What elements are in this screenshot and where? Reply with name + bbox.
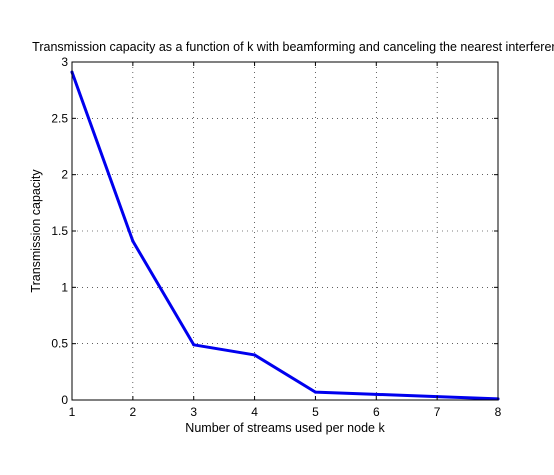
y-tick-label: 0.5 <box>51 337 68 351</box>
x-axis-label: Number of streams used per node k <box>185 421 385 435</box>
plot-area <box>72 62 498 400</box>
data-point <box>253 353 257 357</box>
grid <box>72 62 498 400</box>
y-axis-ticks: 0 0.5 1 1.5 2 2.5 3 <box>51 55 498 407</box>
x-axis-ticks: 1 2 3 4 5 6 7 8 <box>69 62 502 419</box>
x-tick-label: 6 <box>373 405 380 419</box>
y-tick-label: 3 <box>61 55 68 69</box>
x-tick-label: 5 <box>312 405 319 419</box>
y-tick-label: 1 <box>61 280 68 294</box>
y-axis-label: Transmission capacity <box>29 169 43 293</box>
data-point <box>313 390 317 394</box>
x-tick-label: 3 <box>190 405 197 419</box>
x-tick-label: 4 <box>251 405 258 419</box>
y-tick-label: 2 <box>61 168 68 182</box>
series-line <box>70 70 500 401</box>
y-tick-label: 2.5 <box>51 111 68 125</box>
y-tick-label: 1.5 <box>51 224 68 238</box>
data-point <box>131 239 135 243</box>
x-tick-label: 7 <box>434 405 441 419</box>
x-tick-label: 8 <box>495 405 502 419</box>
data-point <box>374 392 378 396</box>
chart-title: Transmission capacity as a function of k… <box>32 40 554 54</box>
x-tick-label: 2 <box>130 405 137 419</box>
y-tick-label: 0 <box>61 393 68 407</box>
data-point <box>192 343 196 347</box>
x-tick-label: 1 <box>69 405 76 419</box>
